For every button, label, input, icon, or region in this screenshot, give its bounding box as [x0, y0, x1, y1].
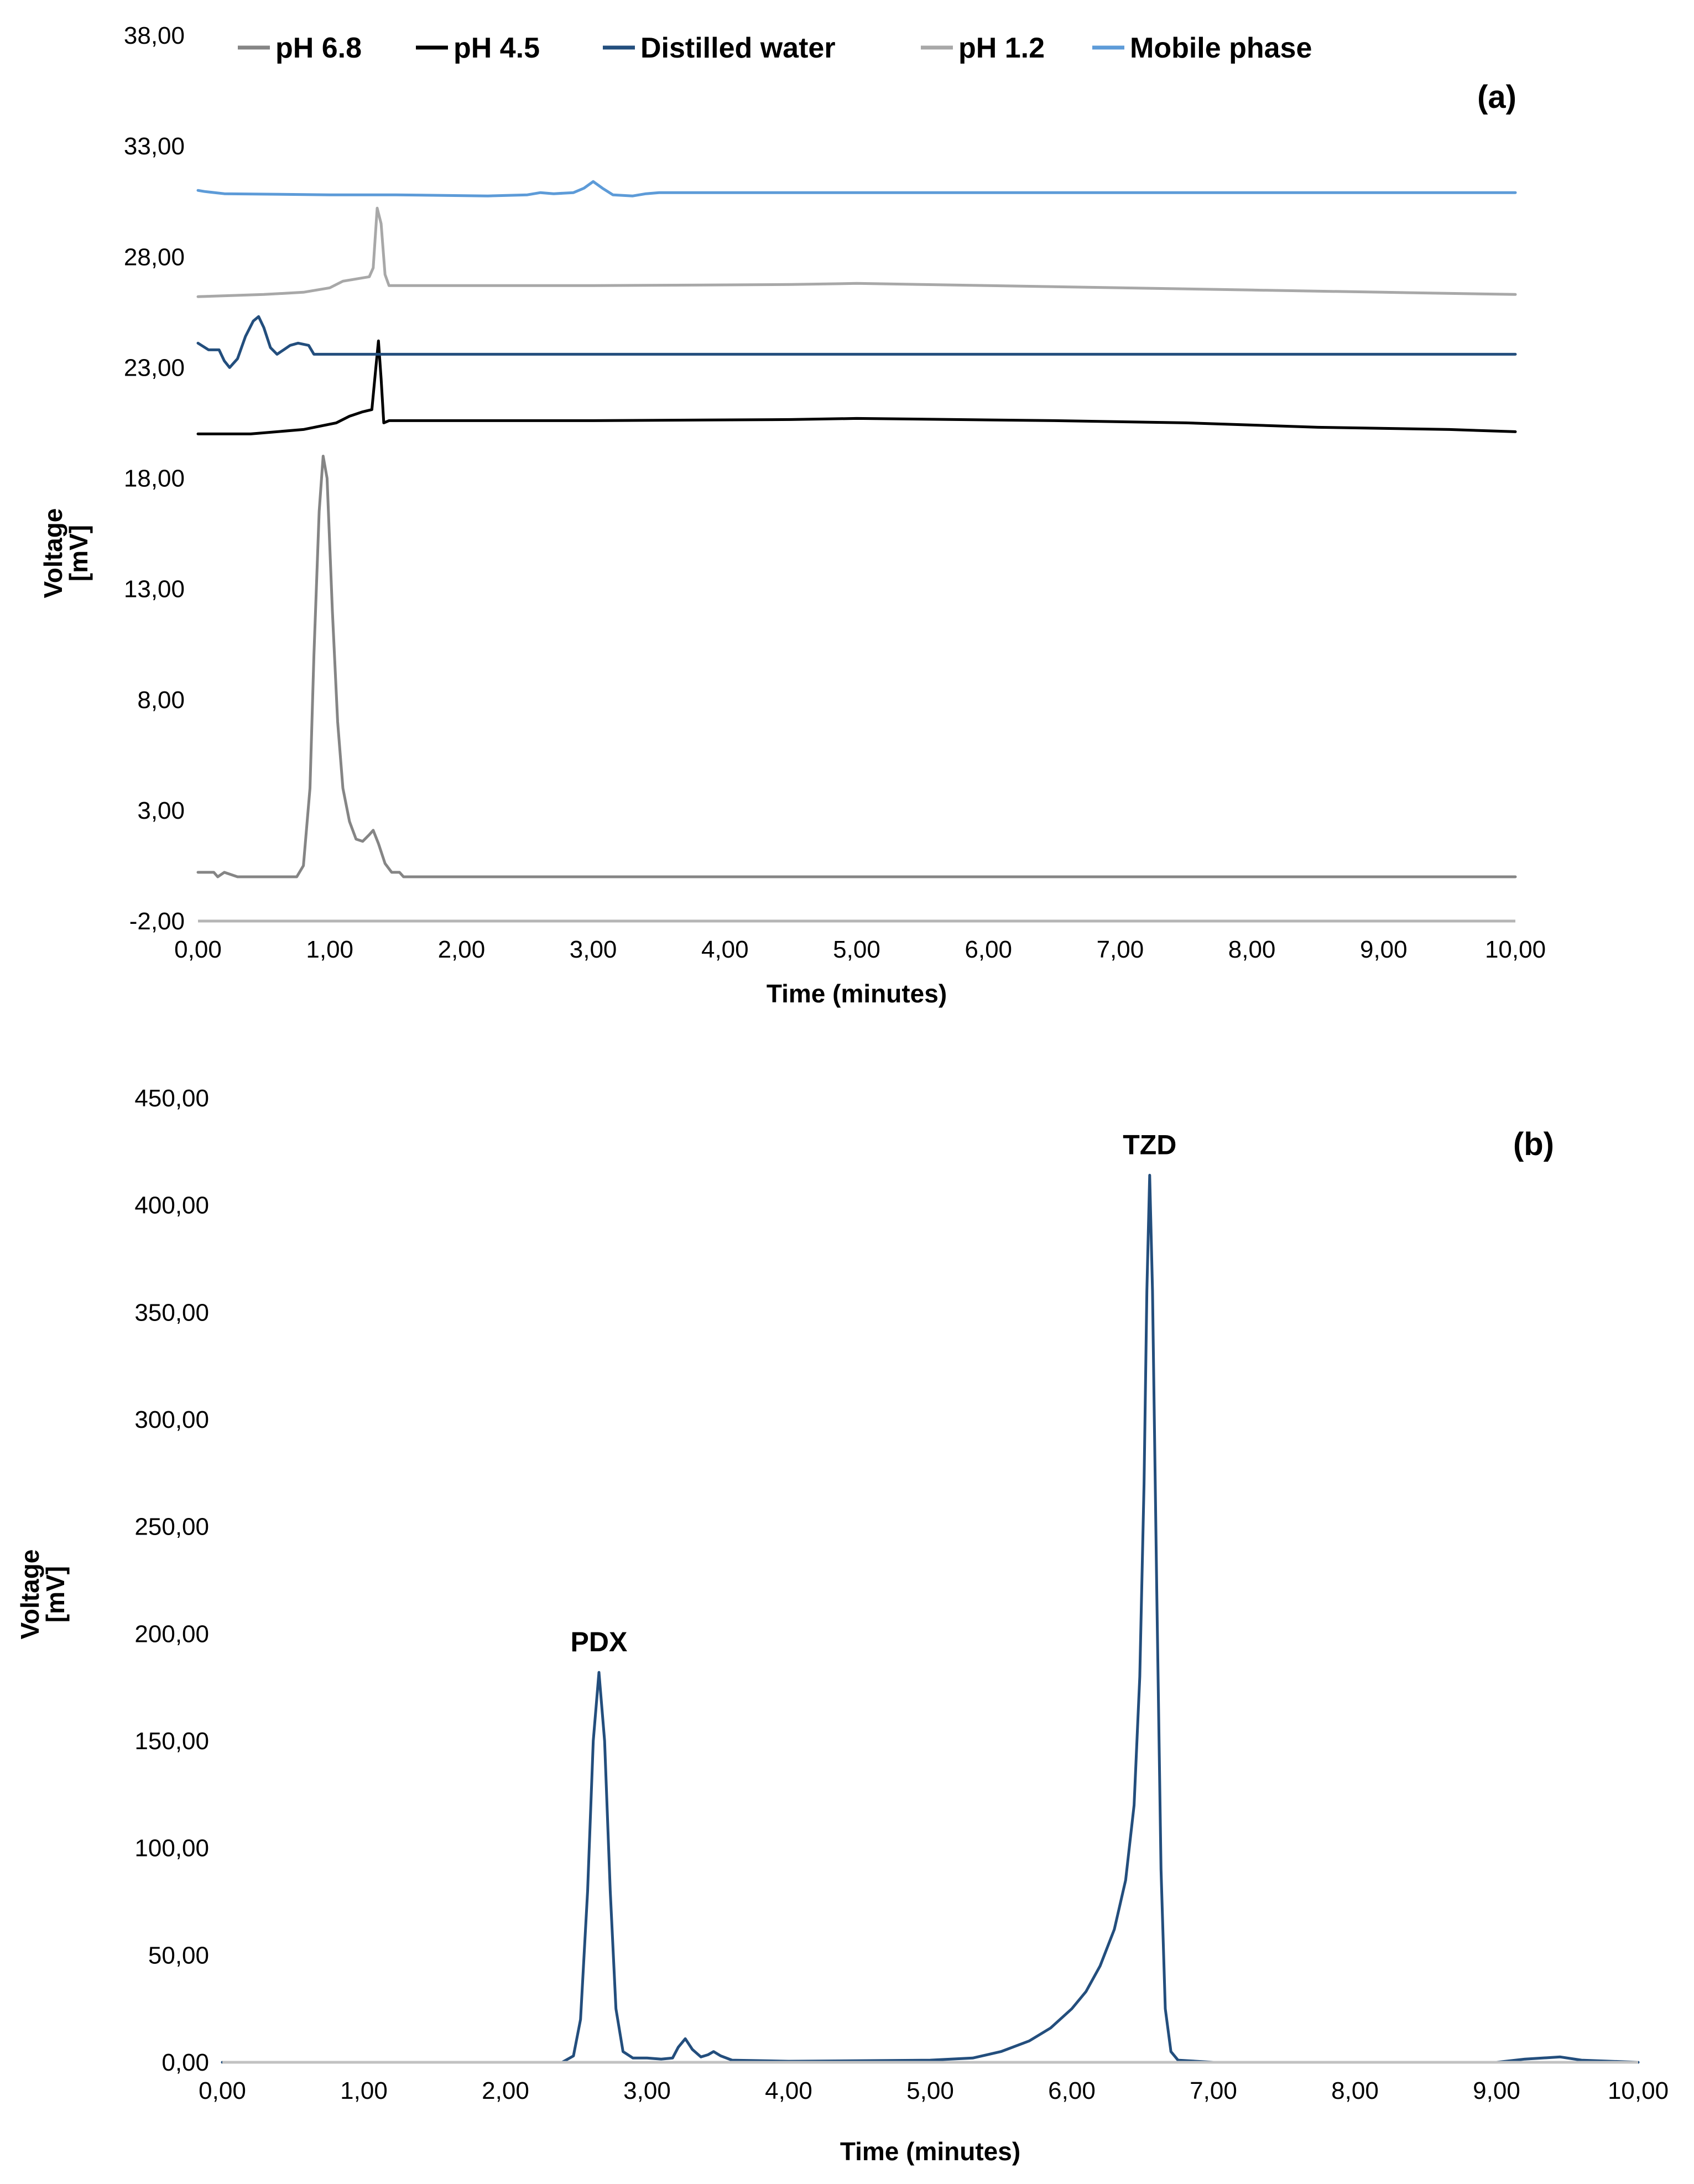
panel-b-y-tick-label: 50,00 — [148, 1942, 209, 1969]
panel-a-x-tick-label: 6,00 — [965, 936, 1012, 963]
panel-b-x-tick-label: 9,00 — [1473, 2077, 1520, 2104]
panel-a-y-tick-label: 13,00 — [124, 576, 185, 603]
panel-a-series-ph-4-5 — [196, 339, 1517, 435]
panel-a-y-tick-label: 38,00 — [124, 22, 185, 49]
panel-b-label: (b) — [1513, 1126, 1554, 1162]
panel-b-x-tick-label: 5,00 — [906, 2077, 954, 2104]
panel-a-x-tick-label: 8,00 — [1228, 936, 1276, 963]
panel-a-y-axis-title-line1: Voltage — [39, 508, 67, 599]
panel-a-y-tick-label: 3,00 — [137, 797, 185, 824]
panel-a-x-tick-label: 10,00 — [1485, 936, 1546, 963]
panel-b-y-tick-label: 350,00 — [134, 1299, 209, 1326]
panel-a-series-ph-1-2 — [196, 206, 1517, 298]
panel-b-x-tick-labels: 0,00 1,00 2,00 3,00 4,00 5,00 6,00 7,00 8,00 9,00… — [199, 2077, 1669, 2104]
panel-a-x-tick-label: 0,00 — [174, 936, 222, 963]
panel-a-series-group — [196, 180, 1517, 878]
panel-b-y-tick-label: 250,00 — [134, 1514, 209, 1541]
panel-a-x-tick-label: 1,00 — [306, 936, 353, 963]
panel-a-chart: -2,00 3,00 8,00 13,00 18,00 23,00 28,00 33,00 38… — [39, 22, 1546, 1008]
panel-a-y-tick-label: 18,00 — [124, 465, 185, 492]
panel-b-y-tick-label: 100,00 — [134, 1835, 209, 1862]
panel-a-y-axis-title: Voltage [mV] — [39, 508, 93, 599]
panel-b-y-axis-title: Voltage [mV] — [15, 1549, 70, 1640]
panel-b-y-tick-label: 450,00 — [134, 1085, 209, 1112]
panel-a-x-tick-label: 4,00 — [701, 936, 749, 963]
panel-b-chart: 0,00 50,00 100,00 150,00 200,00 250,00 300,00 3… — [15, 1085, 1669, 2166]
panel-b-y-tick-label: 400,00 — [134, 1192, 209, 1219]
panel-a-x-tick-labels: 0,00 1,00 2,00 3,00 4,00 5,00 6,00 7,00 8,00 9,00… — [174, 936, 1546, 963]
panel-a-label: (a) — [1477, 79, 1516, 115]
panel-a-series-mobile-phase — [196, 180, 1517, 197]
panel-b-x-axis-title: Time (minutes) — [840, 2137, 1020, 2166]
panel-b-x-tick-label: 10,00 — [1608, 2077, 1669, 2104]
panel-a-x-tick-label: 5,00 — [833, 936, 880, 963]
panel-b-y-axis-title-line1: Voltage — [15, 1549, 44, 1640]
panel-b-y-tick-label: 0,00 — [161, 2049, 209, 2076]
panel-a-y-tick-labels: -2,00 3,00 8,00 13,00 18,00 23,00 28,00 33,00 38… — [124, 22, 185, 935]
panel-b-y-tick-labels: 0,00 50,00 100,00 150,00 200,00 250,00 300,00 3… — [134, 1085, 209, 2076]
panel-a-x-axis-title: Time (minutes) — [767, 979, 947, 1008]
legend-label-ph-1-2: pH 1.2 — [958, 32, 1045, 64]
panel-b-series-group — [221, 1173, 1640, 2064]
panel-a-x-tick-label: 3,00 — [570, 936, 617, 963]
panel-b-y-tick-label: 300,00 — [134, 1406, 209, 1433]
panel-a-legend: pH 6.8 pH 4.5 Distilled water pH 1.2 Mobile … — [238, 32, 1312, 64]
panel-b-x-tick-label: 7,00 — [1190, 2077, 1237, 2104]
legend-label-ph-6-8: pH 6.8 — [275, 32, 362, 64]
panel-b-series-sample — [221, 1173, 1640, 2064]
panel-a-y-tick-label: 28,00 — [124, 243, 185, 271]
panel-a-y-tick-label: -2,00 — [129, 908, 185, 935]
panel-b-x-tick-label: 0,00 — [199, 2077, 246, 2104]
panel-b-x-tick-label: 3,00 — [623, 2077, 671, 2104]
legend-label-ph-4-5: pH 4.5 — [454, 32, 540, 64]
panel-b-x-tick-label: 6,00 — [1048, 2077, 1096, 2104]
panel-b-y-tick-label: 150,00 — [134, 1728, 209, 1755]
panel-a-y-tick-label: 33,00 — [124, 133, 185, 160]
panel-b-peak-annotations: PDX TZD — [571, 1129, 1177, 1657]
panel-b-x-tick-label: 1,00 — [340, 2077, 388, 2104]
legend-label-distilled-water: Distilled water — [640, 32, 836, 64]
panel-b-x-tick-label: 4,00 — [765, 2077, 812, 2104]
panel-a-x-tick-label: 2,00 — [438, 936, 486, 963]
panel-a-x-tick-label: 7,00 — [1097, 936, 1144, 963]
legend-label-mobile-phase: Mobile phase — [1130, 32, 1312, 64]
peak-label-tzd: TZD — [1123, 1129, 1176, 1160]
panel-b-x-tick-label: 8,00 — [1331, 2077, 1379, 2104]
panel-a-x-tick-label: 9,00 — [1360, 936, 1408, 963]
panel-a-y-tick-label: 23,00 — [124, 354, 185, 381]
panel-a-y-tick-label: 8,00 — [137, 687, 185, 714]
panel-b-y-axis-title-line2: [mV] — [41, 1566, 70, 1623]
panel-a-y-axis-title-line2: [mV] — [64, 525, 93, 581]
panel-a-series-distilled-water — [196, 315, 1517, 369]
panel-b-y-tick-label: 200,00 — [134, 1620, 209, 1647]
panel-a-series-ph-6-8 — [196, 455, 1517, 878]
peak-label-pdx: PDX — [571, 1626, 628, 1657]
panel-b-x-tick-label: 2,00 — [482, 2077, 529, 2104]
